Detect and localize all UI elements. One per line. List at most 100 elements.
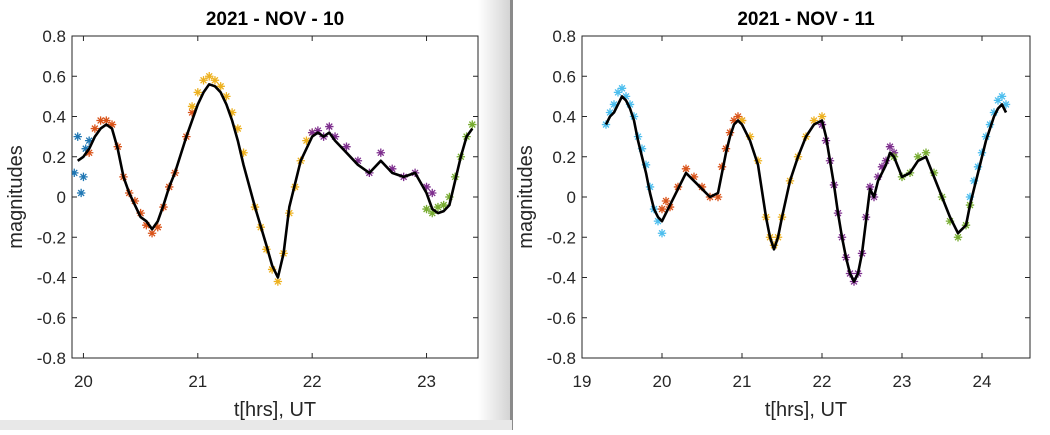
data-point xyxy=(697,182,707,192)
data-point xyxy=(865,182,875,192)
data-point xyxy=(965,192,975,202)
data-point xyxy=(997,92,1007,101)
x-tick-label: 22 xyxy=(303,372,322,391)
chart-nov-11: 2021 - NOV - 11 -0.8 -0.6 -0.4 -0.2 0 0.2 0.4 0.… xyxy=(515,9,1031,421)
y-tick-label: 0.6 xyxy=(42,67,66,86)
y-tick-label: -0.6 xyxy=(37,309,66,328)
y-tick-label: -0.2 xyxy=(37,228,66,247)
data-point xyxy=(929,168,939,178)
data-point xyxy=(142,220,151,230)
data-point xyxy=(313,126,323,135)
data-point xyxy=(817,112,827,121)
data-point xyxy=(130,196,140,206)
data-point xyxy=(657,229,667,238)
window-divider xyxy=(510,0,513,430)
data-point xyxy=(153,222,162,232)
data-point xyxy=(210,76,220,85)
data-point xyxy=(613,88,623,97)
data-point xyxy=(84,136,94,145)
x-tick-label: 23 xyxy=(417,372,436,391)
y-tick-label: 0.4 xyxy=(552,108,576,127)
data-point xyxy=(342,142,351,151)
y-tick-label: -0.8 xyxy=(547,349,576,368)
x-tick-label: 20 xyxy=(653,372,672,391)
data-point xyxy=(973,162,983,172)
data-point xyxy=(1001,100,1011,109)
data-point xyxy=(913,152,923,161)
x-axis-label: t[hrs], UT xyxy=(234,399,316,421)
axes-box xyxy=(71,35,479,359)
data-point xyxy=(921,148,931,157)
figure-window-nov-11: 2021 - NOV - 11 -0.8 -0.6 -0.4 -0.2 0 0.2 0.4 0.… xyxy=(512,0,1050,430)
data-point xyxy=(222,92,231,101)
data-point xyxy=(945,216,955,226)
x-tick-label: 22 xyxy=(813,372,832,391)
data-point xyxy=(681,164,691,174)
y-tick-label: 0 xyxy=(567,188,576,207)
data-point xyxy=(79,172,88,182)
chart-title: 2021 - NOV - 10 xyxy=(206,9,344,30)
data-point xyxy=(96,116,105,125)
data-point xyxy=(81,144,90,153)
data-point xyxy=(617,84,627,93)
data-point xyxy=(302,136,311,145)
y-tick-label: 0 xyxy=(57,188,66,207)
y-tick-label: 0.2 xyxy=(42,148,66,167)
data-point xyxy=(376,148,385,157)
data-point xyxy=(325,122,334,131)
data-point xyxy=(193,88,203,97)
data-point xyxy=(239,148,248,157)
y-tick-label: -0.6 xyxy=(547,309,576,328)
figure-window-nov-10: 2021 - NOV - 10 -0.8 -0.6 -0.4 -0.2 0 0.2 0.4 0.… xyxy=(0,0,512,430)
y-tick-label: 0.8 xyxy=(552,27,576,46)
x-tick-label: 24 xyxy=(973,372,992,391)
data-point xyxy=(428,188,437,198)
data-point xyxy=(433,202,443,212)
data-point xyxy=(733,112,743,121)
x-tick-label: 20 xyxy=(74,372,93,391)
x-tick-label: 21 xyxy=(188,372,207,391)
y-tick-label: 0.4 xyxy=(42,108,66,127)
data-point xyxy=(445,192,454,202)
data-point xyxy=(689,172,699,182)
y-axis-label: magnitudes xyxy=(5,145,27,248)
data-point xyxy=(428,208,437,218)
data-point xyxy=(199,76,208,85)
y-tick-label: -0.4 xyxy=(547,269,576,288)
data-point xyxy=(330,132,340,141)
data-point xyxy=(136,208,145,218)
y-tick-label: 0.8 xyxy=(42,27,66,46)
data-point xyxy=(661,196,671,206)
data-point xyxy=(969,176,979,186)
data-point xyxy=(621,92,631,101)
data-point xyxy=(353,156,363,165)
data-point xyxy=(84,148,94,157)
data-point xyxy=(102,116,111,125)
y-tick-label: -0.8 xyxy=(37,349,66,368)
data-point xyxy=(73,132,82,141)
status-bar xyxy=(0,420,512,430)
data-point xyxy=(422,204,431,214)
data-point xyxy=(233,124,243,133)
data-point xyxy=(90,124,100,133)
series-0 xyxy=(72,132,94,198)
y-tick-label: 0.6 xyxy=(552,67,576,86)
data-point xyxy=(187,102,197,111)
x-tick-label: 19 xyxy=(573,372,592,391)
fit-line xyxy=(604,95,1008,283)
data-point xyxy=(76,188,86,198)
data-point xyxy=(147,229,157,238)
data-point xyxy=(107,120,117,129)
data-point xyxy=(737,116,747,125)
data-point xyxy=(307,128,317,137)
plot-area xyxy=(72,72,477,286)
data-point xyxy=(422,182,431,192)
data-point xyxy=(388,164,397,174)
series-4 xyxy=(889,148,975,242)
data-point xyxy=(439,200,448,210)
data-point xyxy=(273,277,283,286)
data-point xyxy=(885,142,895,151)
data-point xyxy=(809,116,819,125)
x-tick-label: 21 xyxy=(733,372,752,391)
data-point xyxy=(605,108,615,117)
